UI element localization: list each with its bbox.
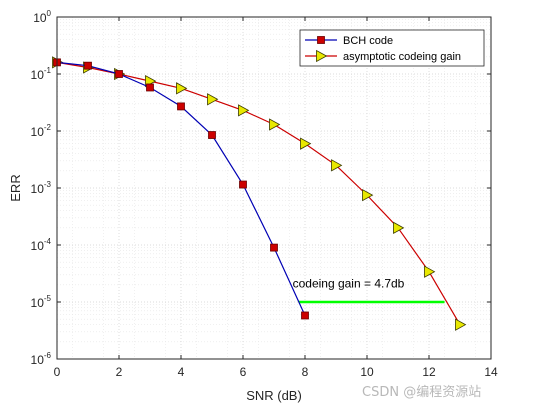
data-point-0 [84,61,92,70]
data-point-0 [270,243,278,252]
watermark-text: CSDN @编程资源站 [362,385,481,400]
x-tick-label: 4 [178,365,185,379]
x-tick-label: 12 [422,365,436,379]
data-point-0 [146,83,154,92]
ticks-layer [56,16,492,360]
y-tick-label: 10-4 [31,237,52,253]
data-point-1 [424,265,436,278]
data-point-0 [301,311,309,320]
data-point-1 [238,104,250,117]
y-tick-label: 100 [33,9,51,25]
legend-marker-1 [316,49,328,63]
series-line-1 [56,61,461,325]
y-tick-label: 10-5 [31,294,52,310]
data-point-1 [300,137,312,150]
y-tick-label: 10-6 [31,351,52,367]
data-point-0 [208,131,216,139]
x-tick-label: 14 [484,365,498,379]
x-tick-label: 10 [360,365,374,379]
annotation-coding-gain: codeing gain = 4.7db [293,276,405,290]
data-point-1 [362,188,374,202]
y-axis-label: ERR [8,174,23,201]
legend-box [299,29,485,67]
y-tick-label: 10-3 [31,180,52,196]
annotation-layer: codeing gain = 4.7db [293,276,405,290]
data-point-1 [207,93,219,106]
data-point-1 [269,118,281,131]
series-layer [52,56,467,331]
legend-marker-0 [317,36,325,44]
legend-label-bch-code: BCH code [343,35,393,47]
x-axis-label: SNR (dB) [246,388,302,403]
legend-label-asymptotic-gain: asymptotic codeing gain [343,51,461,63]
tick-labels: 0 2 4 6 8 10 12 14 100 10-1 10-2 10-3 10-4 10-5 10-6 [31,9,498,379]
data-point-1 [393,221,405,235]
data-point-1 [176,82,188,95]
data-point-0 [239,180,247,189]
data-point-1 [455,318,467,331]
x-tick-label: 0 [54,365,61,379]
x-tick-label: 8 [302,365,309,379]
data-point-0 [177,102,185,111]
data-point-1 [331,159,343,172]
x-tick-label: 6 [240,365,247,379]
y-tick-label: 10-1 [31,66,52,82]
data-point-0 [115,70,123,78]
y-tick-label: 10-2 [31,123,52,139]
legend: BCH code asymptotic codeing gain [299,29,485,67]
x-tick-label: 2 [116,365,123,379]
